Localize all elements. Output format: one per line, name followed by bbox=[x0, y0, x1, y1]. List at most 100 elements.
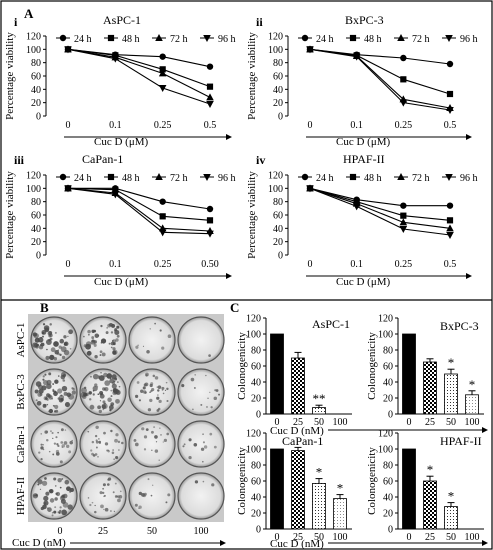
colony bbox=[59, 509, 62, 513]
series-96h: 96 h bbox=[306, 34, 478, 114]
colony bbox=[48, 372, 52, 376]
legend-marker bbox=[107, 34, 115, 42]
y-tick-label: 100 bbox=[268, 45, 283, 56]
colony bbox=[54, 485, 57, 487]
colony bbox=[202, 433, 204, 435]
bar bbox=[402, 448, 416, 530]
colony bbox=[115, 398, 120, 404]
charts: 0 20 40 60 80 100 120 Percentage viability AsPC-… bbox=[4, 13, 488, 550]
bar bbox=[402, 333, 416, 415]
colony bbox=[34, 389, 39, 394]
colony bbox=[114, 495, 118, 498]
legend-marker bbox=[203, 35, 211, 42]
culture-well bbox=[79, 472, 127, 520]
culture-well bbox=[177, 368, 225, 416]
colony bbox=[206, 406, 208, 408]
y-tick-label: 60 bbox=[273, 211, 283, 222]
colony bbox=[54, 404, 59, 409]
series-line bbox=[309, 187, 451, 221]
colony bbox=[91, 336, 95, 340]
colony bbox=[142, 345, 145, 347]
panel-label-c: C bbox=[230, 300, 239, 315]
colony bbox=[32, 332, 38, 337]
colony bbox=[89, 404, 95, 410]
x-tick-label: 100 bbox=[465, 417, 480, 428]
colony bbox=[68, 393, 75, 400]
colony bbox=[111, 339, 114, 342]
data-point bbox=[446, 202, 454, 209]
colony bbox=[50, 347, 56, 353]
colony bbox=[208, 354, 211, 357]
colony bbox=[43, 396, 48, 401]
series-line bbox=[67, 187, 211, 235]
colony bbox=[33, 494, 36, 497]
colony bbox=[55, 436, 58, 439]
x-tick-label: 100 bbox=[465, 532, 480, 543]
colony bbox=[94, 434, 98, 438]
y-axis-label: Percentage viability bbox=[246, 32, 258, 120]
data-point bbox=[400, 54, 407, 62]
y-tick-label: 0 bbox=[36, 112, 41, 123]
bar bbox=[333, 498, 347, 530]
colony bbox=[167, 334, 172, 339]
colony bbox=[62, 379, 66, 382]
colony bbox=[47, 331, 52, 336]
colony bbox=[51, 397, 54, 400]
x-tick-label: 0.25 bbox=[395, 120, 413, 131]
colony bbox=[110, 395, 113, 398]
colony bbox=[114, 482, 117, 485]
legend-label: 96 h bbox=[218, 173, 236, 184]
colony bbox=[218, 393, 221, 396]
colony bbox=[35, 399, 38, 402]
colony bbox=[93, 343, 97, 347]
colony bbox=[146, 350, 150, 354]
colony bbox=[166, 387, 169, 391]
colony bbox=[91, 452, 94, 456]
legend-marker bbox=[445, 35, 453, 42]
colony bbox=[121, 441, 124, 445]
colony bbox=[55, 409, 59, 413]
y-tick-label: 120 bbox=[268, 171, 283, 182]
colony bbox=[83, 386, 87, 390]
x-tick-label: 50 bbox=[446, 417, 456, 428]
colony bbox=[37, 483, 40, 486]
colony bbox=[87, 333, 90, 336]
colony bbox=[42, 444, 44, 446]
colony bbox=[162, 392, 165, 395]
colony bbox=[61, 385, 68, 392]
colony bbox=[154, 376, 159, 380]
y-tick-label: 20 bbox=[383, 394, 393, 405]
colony bbox=[61, 355, 66, 360]
y-tick-label: 0 bbox=[388, 410, 393, 421]
x-tick-label: 25 bbox=[293, 417, 303, 428]
colony bbox=[104, 507, 109, 512]
y-tick-label: 120 bbox=[246, 314, 261, 325]
series-line bbox=[309, 187, 450, 207]
legend-label: 48 h bbox=[122, 173, 140, 184]
colony bbox=[48, 408, 54, 414]
colony bbox=[97, 455, 99, 458]
y-axis-label: Colonogenicity bbox=[366, 332, 378, 400]
data-point bbox=[352, 53, 361, 61]
y-tick-label: 80 bbox=[383, 346, 393, 357]
colony bbox=[67, 504, 73, 510]
y-tick-label: 20 bbox=[251, 394, 261, 405]
x-axis-arrowhead bbox=[482, 540, 488, 546]
colony bbox=[94, 504, 96, 507]
data-point bbox=[446, 232, 454, 239]
colony bbox=[99, 391, 104, 396]
bar bbox=[291, 450, 305, 530]
colony bbox=[38, 384, 43, 390]
colony bbox=[167, 493, 171, 497]
colony bbox=[114, 329, 120, 335]
colony bbox=[69, 490, 72, 493]
colony bbox=[87, 329, 91, 334]
y-tick-label: 20 bbox=[31, 237, 41, 248]
culture-well bbox=[128, 368, 176, 416]
colony bbox=[57, 388, 63, 394]
y-tick-label: 100 bbox=[378, 330, 393, 341]
colony bbox=[54, 506, 57, 509]
colony bbox=[46, 348, 48, 351]
